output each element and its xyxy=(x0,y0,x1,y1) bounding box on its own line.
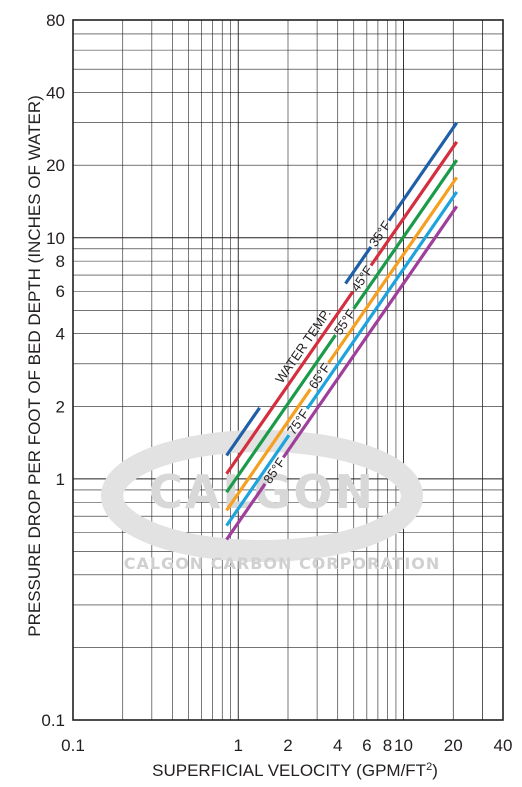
x-tick-label: 20 xyxy=(444,736,463,755)
series-line-4 xyxy=(327,176,459,364)
series-line-2 xyxy=(225,290,355,475)
chart-grid xyxy=(73,20,503,720)
y-tick-label: 20 xyxy=(46,156,65,175)
series-line-4 xyxy=(225,388,312,512)
x-tick-label: 10 xyxy=(394,736,413,755)
x-tick-label: 1 xyxy=(234,736,243,755)
y-tick-label: 6 xyxy=(56,282,65,301)
series-label-2: 45°F xyxy=(348,263,376,294)
chart-series xyxy=(225,121,459,541)
y-tick-label: 80 xyxy=(46,11,65,30)
x-axis-ticks: 0.1 1 2 4 6 8 10 20 40 xyxy=(61,736,512,755)
series-line-5 xyxy=(225,434,291,527)
x-tick-label: 6 xyxy=(362,736,371,755)
x-tick-label: 8 xyxy=(383,736,392,755)
series-line-1 xyxy=(225,406,261,457)
x-tick-label: 0.1 xyxy=(61,736,85,755)
series-line-1 xyxy=(344,246,373,285)
y-tick-label: 0.1 xyxy=(41,711,65,730)
series-line-6 xyxy=(225,482,267,541)
series-label-3: 55°F xyxy=(331,306,359,337)
series-line-3 xyxy=(352,159,459,310)
x-tick-label: 4 xyxy=(333,736,342,755)
series-line-3 xyxy=(225,334,337,494)
y-tick-label: 40 xyxy=(46,84,65,103)
series-line-2 xyxy=(369,140,459,267)
watermark-company-text: CALGON CARBON CORPORATION xyxy=(124,554,441,573)
series-line-1 xyxy=(387,121,459,222)
y-tick-label: 2 xyxy=(56,397,65,416)
series-line-6 xyxy=(281,205,459,459)
y-tick-label: 10 xyxy=(46,229,65,248)
y-axis-label: PRESSURE DROP PER FOOT OF BED DEPTH (INC… xyxy=(25,95,44,637)
series-line-5 xyxy=(305,190,459,410)
y-tick-label: 4 xyxy=(56,325,65,344)
x-axis-label: SUPERFICIAL VELOCITY (GPM/FT2) xyxy=(152,761,438,780)
x-tick-label: 40 xyxy=(494,736,513,755)
y-tick-label: 8 xyxy=(56,252,65,271)
series-label-1: 35°F xyxy=(366,218,394,249)
y-tick-label: 1 xyxy=(56,470,65,489)
y-axis-ticks: 0.1 1 2 4 6 8 10 20 40 80 xyxy=(41,11,65,730)
x-tick-label: 2 xyxy=(283,736,292,755)
plot-frame xyxy=(72,19,504,721)
